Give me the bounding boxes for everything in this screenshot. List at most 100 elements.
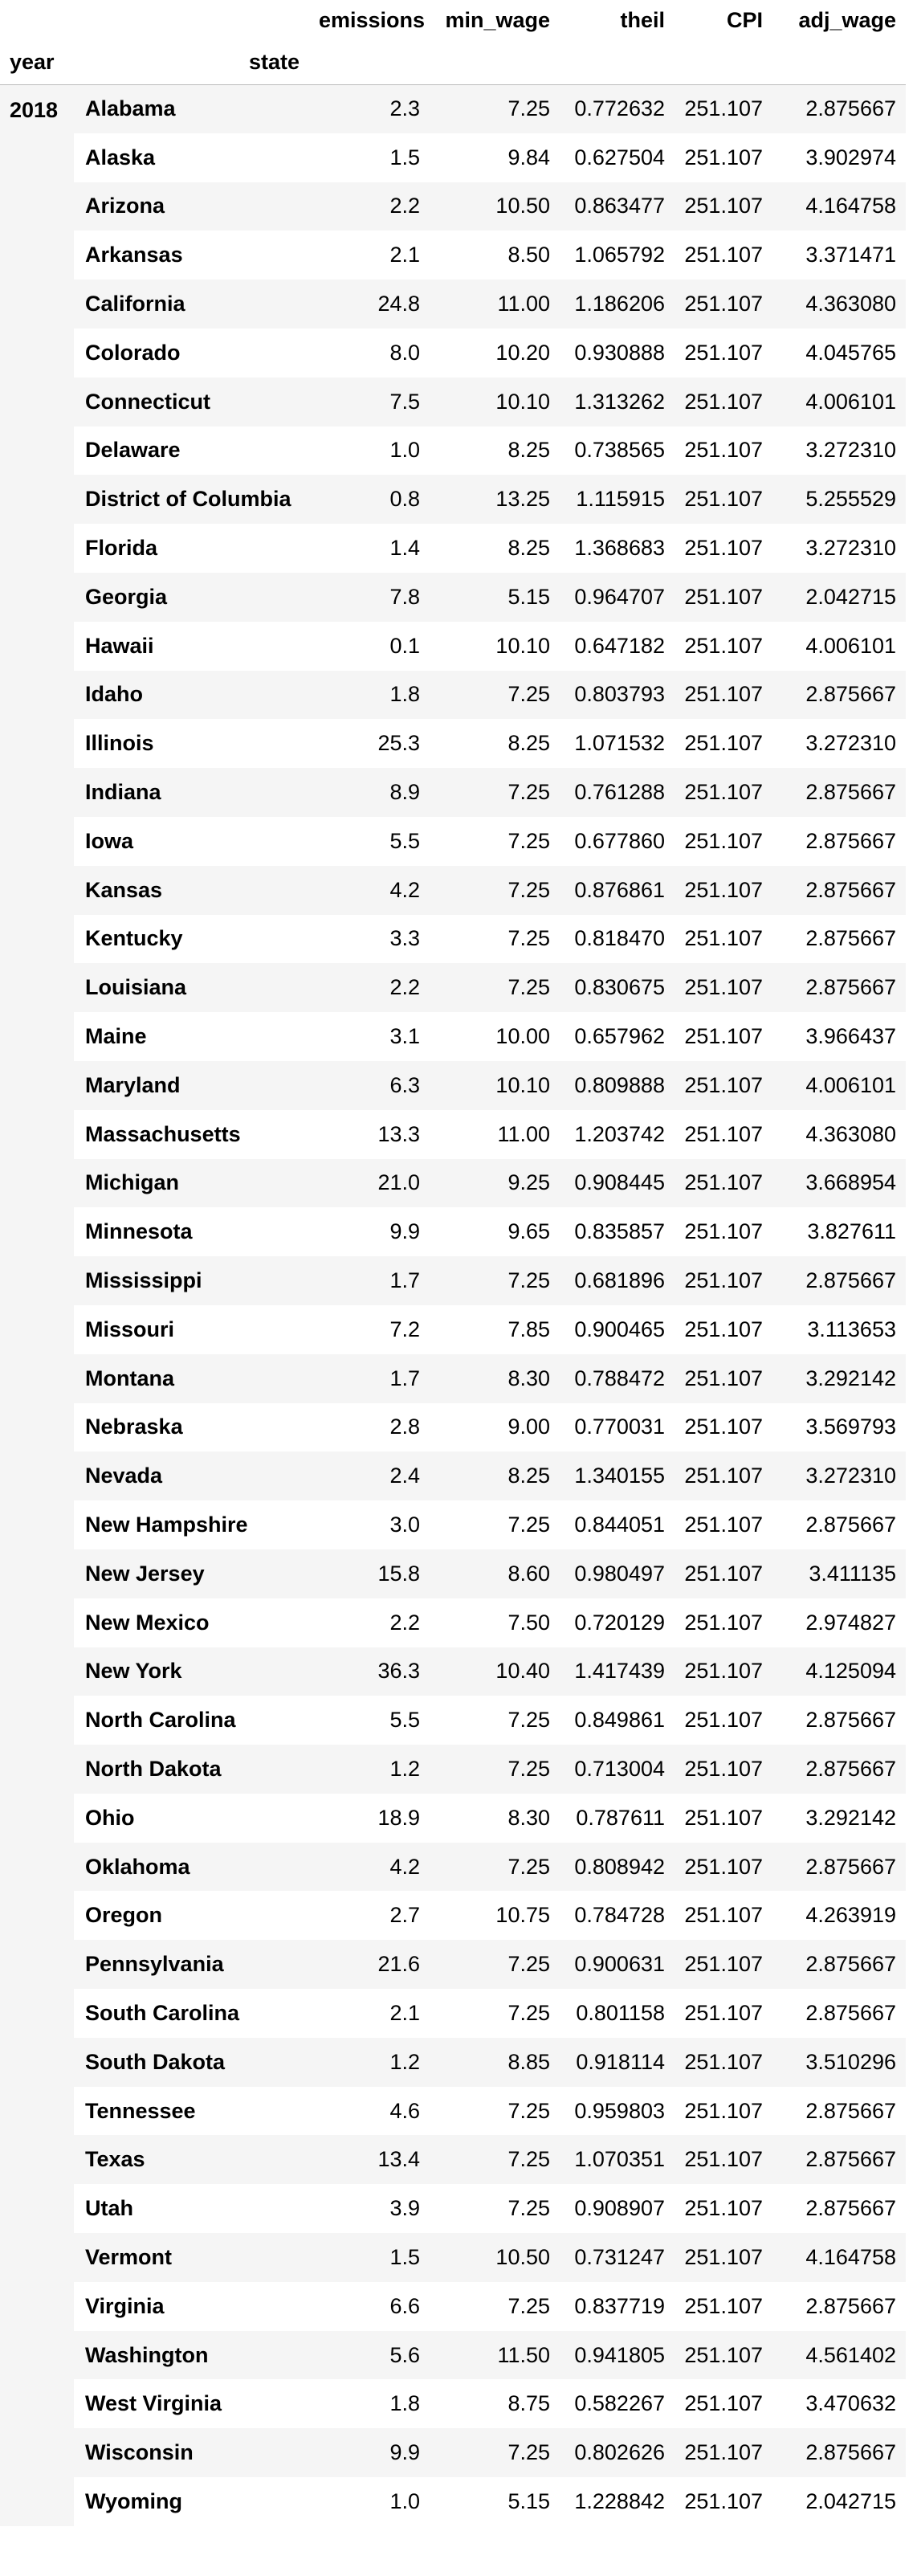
cell: 10.20	[495, 340, 550, 365]
cell: 251.107	[675, 84, 772, 133]
cell: 1.0	[389, 2488, 420, 2513]
cell: 2.875667	[805, 2196, 896, 2221]
state-index: Oklahoma	[74, 1842, 309, 1892]
cell: 251.107	[684, 243, 763, 267]
cell: 251.107	[684, 2098, 763, 2123]
cell: 4.2	[309, 1842, 430, 1892]
cell: 11.00	[497, 1121, 550, 1146]
cell: 2.3	[309, 84, 430, 133]
state-index: Maine	[85, 1024, 147, 1049]
cell: 2.875667	[805, 2000, 896, 2025]
state-index: Pennsylvania	[74, 1940, 309, 1990]
table-row: New York 36.3 10.40 1.417439 251.107 4.125094	[0, 1647, 906, 1696]
table-row: California 24.8 11.00 1.186206 251.107 4.3630…	[0, 280, 906, 329]
cell: 7.25	[507, 828, 550, 853]
table-row: Missouri 7.2 7.85 0.900465 251.107 3.113653	[0, 1305, 906, 1354]
state-index: New Jersey	[74, 1549, 309, 1598]
cell: 5.15	[430, 572, 560, 622]
cell: 36.3	[309, 1647, 430, 1696]
cell: 7.25	[430, 1940, 560, 1990]
cell: 7.25	[507, 2196, 550, 2221]
table-row: District of Columbia 0.8 13.25 1.115915 251.…	[0, 475, 906, 525]
cell: 3.272310	[805, 536, 896, 561]
blank-header	[74, 0, 309, 40]
state-index: Maryland	[74, 1060, 309, 1110]
cell: 1.065792	[574, 243, 665, 267]
state-index: Arkansas	[85, 243, 183, 267]
table-row: Mississippi 1.7 7.25 0.681896 251.107 2.87566…	[0, 1256, 906, 1305]
cell: 1.070351	[560, 2135, 675, 2185]
cell: 1.5	[309, 2233, 430, 2282]
cell: 24.8	[309, 280, 430, 329]
table-row: North Dakota 1.2 7.25 0.713004 251.107 2.8756…	[0, 1745, 906, 1794]
cell: 9.9	[389, 1219, 420, 1244]
cell: 0.8	[309, 475, 430, 525]
cell: 251.107	[684, 2000, 763, 2025]
cell: 251.107	[675, 1745, 772, 1794]
cell: 2.2	[389, 1610, 420, 1635]
cell: 251.107	[675, 2233, 772, 2282]
cell: 251.107	[675, 963, 772, 1013]
cell: 0.941805	[560, 2330, 675, 2380]
cell: 3.9	[389, 2196, 420, 2221]
cell: 3.371471	[805, 243, 896, 267]
cell: 0.837719	[574, 2293, 665, 2318]
cell: 1.7	[309, 1353, 430, 1403]
table-row: Georgia 7.8 5.15 0.964707 251.107 2.042715	[0, 572, 906, 622]
state-index: Indiana	[74, 768, 309, 817]
cell: 1.115915	[560, 475, 675, 525]
state-index: Mississippi	[74, 1256, 309, 1305]
state-index: Georgia	[74, 572, 309, 622]
state-index: Vermont	[74, 2233, 309, 2282]
cell: 1.368683	[574, 536, 665, 561]
cell: 5.255529	[772, 475, 906, 525]
cell: 7.25	[507, 2293, 550, 2318]
cell: 0.830675	[560, 963, 675, 1013]
cell: 251.107	[675, 1256, 772, 1305]
state-index: Louisiana	[74, 963, 309, 1013]
cell: 0.876861	[560, 865, 675, 915]
cell: 11.00	[430, 280, 560, 329]
cell: 2.7	[389, 1903, 420, 1928]
cell: 3.411135	[772, 1549, 906, 1598]
cell: 0.964707	[560, 572, 675, 622]
table-row: North Carolina 5.5 7.25 0.849861 251.107 2.87…	[0, 1696, 906, 1745]
table-row: Idaho 1.8 7.25 0.803793 251.107 2.875667	[0, 670, 906, 720]
cell: 8.60	[430, 1549, 560, 1598]
state-index: Iowa	[85, 828, 134, 853]
cell: 0.1	[389, 633, 420, 658]
cell: 2.875667	[772, 1940, 906, 1990]
cell: 10.40	[430, 1647, 560, 1696]
cell: 7.50	[507, 1610, 550, 1635]
cell: 251.107	[684, 1610, 763, 1635]
cell: 4.006101	[772, 1060, 906, 1110]
index-header-row: year state	[0, 40, 906, 85]
cell: 251.107	[684, 1903, 763, 1928]
cell: 251.107	[684, 1415, 763, 1439]
state-index: West Virginia	[85, 2391, 222, 2416]
cell: 4.263919	[805, 1903, 896, 1928]
cell: 3.3	[389, 926, 420, 951]
cell: 251.107	[675, 475, 772, 525]
table-row: Oregon 2.7 10.75 0.784728 251.107 4.263919	[0, 1891, 906, 1940]
cell: 6.6	[389, 2293, 420, 2318]
cell: 3.569793	[805, 1415, 896, 1439]
cell: 8.75	[507, 2391, 550, 2416]
table-row: Florida 1.4 8.25 1.368683 251.107 3.272310	[0, 524, 906, 573]
cell: 1.417439	[560, 1647, 675, 1696]
cell: 8.50	[507, 243, 550, 267]
cell: 11.50	[430, 2330, 560, 2380]
cell: 9.00	[507, 1415, 550, 1439]
table-row: 2018 Alabama 2.3 7.25 0.772632 251.107 2.87566…	[0, 84, 906, 2526]
state-index: Kentucky	[85, 926, 183, 951]
cell: 2.8	[389, 1415, 420, 1439]
cell: 251.107	[684, 731, 763, 756]
cell: 0.863477	[560, 182, 675, 231]
cell: 2.875667	[772, 768, 906, 817]
cell: 2.875667	[772, 670, 906, 720]
cell: 251.107	[684, 2391, 763, 2416]
cell: 251.107	[675, 182, 772, 231]
cell: 21.6	[309, 1940, 430, 1990]
state-index: Nebraska	[85, 1415, 183, 1439]
column-header: CPI	[726, 7, 763, 32]
